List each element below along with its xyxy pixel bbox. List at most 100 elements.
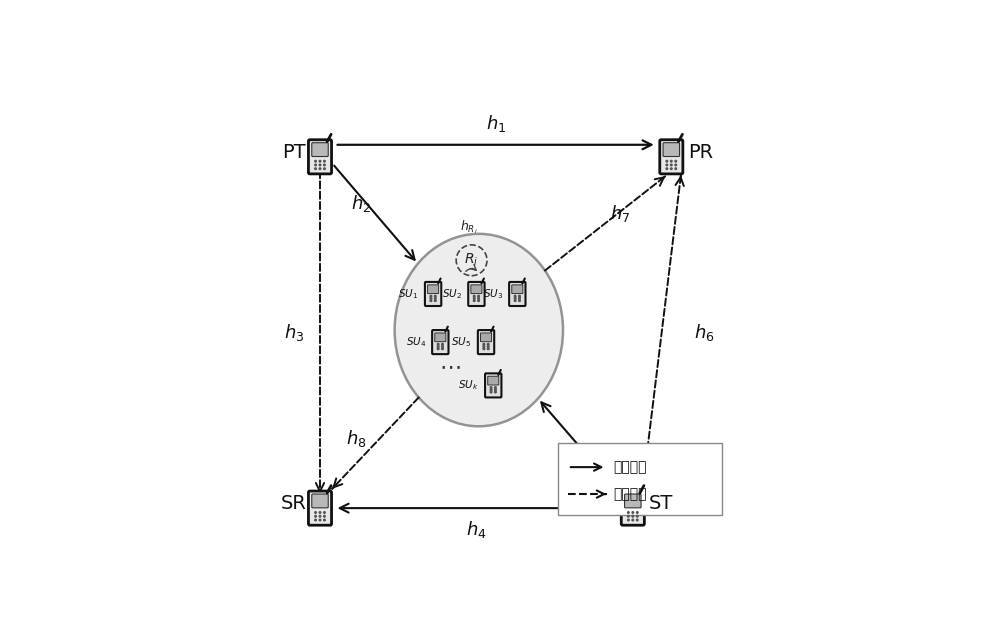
FancyBboxPatch shape: [308, 140, 332, 174]
FancyBboxPatch shape: [512, 285, 523, 294]
Circle shape: [514, 300, 516, 301]
Circle shape: [675, 161, 677, 162]
Circle shape: [666, 168, 668, 169]
Circle shape: [495, 391, 496, 393]
FancyBboxPatch shape: [488, 376, 499, 385]
Circle shape: [666, 161, 668, 162]
FancyBboxPatch shape: [663, 142, 680, 156]
Text: $SU_2$: $SU_2$: [442, 287, 462, 301]
Circle shape: [478, 296, 479, 297]
Text: $h_8$: $h_8$: [346, 428, 366, 449]
Circle shape: [490, 389, 492, 391]
FancyBboxPatch shape: [621, 491, 644, 525]
Ellipse shape: [395, 234, 563, 426]
FancyBboxPatch shape: [425, 282, 441, 306]
Circle shape: [490, 387, 492, 389]
Text: $h_7$: $h_7$: [610, 203, 630, 224]
FancyBboxPatch shape: [625, 494, 641, 508]
Circle shape: [319, 516, 321, 517]
FancyBboxPatch shape: [312, 494, 328, 508]
Circle shape: [319, 164, 321, 166]
Circle shape: [671, 161, 672, 162]
Circle shape: [473, 298, 475, 299]
FancyBboxPatch shape: [308, 491, 332, 525]
Text: PR: PR: [688, 142, 713, 161]
Text: $h_4$: $h_4$: [466, 519, 487, 540]
Circle shape: [675, 168, 677, 169]
Text: $R_i$: $R_i$: [464, 251, 479, 268]
Circle shape: [495, 389, 496, 391]
Circle shape: [519, 298, 520, 299]
Circle shape: [430, 300, 432, 301]
Circle shape: [487, 346, 489, 348]
Text: 传输链路: 传输链路: [614, 460, 647, 474]
Circle shape: [487, 348, 489, 349]
Circle shape: [434, 300, 436, 301]
Text: $h_3$: $h_3$: [284, 322, 305, 343]
Text: $h_6$: $h_6$: [694, 322, 715, 343]
Circle shape: [319, 168, 321, 169]
Circle shape: [478, 298, 479, 299]
Circle shape: [487, 344, 489, 345]
Text: $h_2$: $h_2$: [351, 194, 371, 214]
Circle shape: [473, 300, 475, 301]
Text: $SU_4$: $SU_4$: [406, 335, 426, 349]
Circle shape: [437, 346, 439, 348]
Circle shape: [442, 348, 443, 349]
Text: $SU_k$: $SU_k$: [458, 379, 479, 392]
Circle shape: [315, 164, 316, 166]
FancyBboxPatch shape: [509, 282, 525, 306]
Circle shape: [478, 300, 479, 301]
Circle shape: [315, 161, 316, 162]
Text: $h_5$: $h_5$: [591, 444, 612, 465]
Circle shape: [483, 346, 485, 348]
Text: 干扰链路: 干扰链路: [614, 487, 647, 501]
Circle shape: [514, 296, 516, 297]
Circle shape: [483, 344, 485, 345]
Circle shape: [319, 161, 321, 162]
Circle shape: [636, 512, 638, 513]
Text: $SU_5$: $SU_5$: [451, 335, 472, 349]
Circle shape: [632, 512, 634, 513]
Text: $h_{R_i}$: $h_{R_i}$: [460, 219, 478, 236]
Circle shape: [490, 391, 492, 393]
Circle shape: [324, 168, 325, 169]
Circle shape: [430, 296, 432, 297]
Circle shape: [324, 516, 325, 517]
Circle shape: [315, 519, 316, 521]
Circle shape: [636, 519, 638, 521]
Circle shape: [319, 519, 321, 521]
Circle shape: [324, 164, 325, 166]
Circle shape: [430, 298, 432, 299]
FancyBboxPatch shape: [468, 282, 485, 306]
Circle shape: [434, 298, 436, 299]
Circle shape: [483, 348, 485, 349]
Circle shape: [442, 344, 443, 345]
Text: $\cdots$: $\cdots$: [439, 356, 461, 376]
FancyBboxPatch shape: [471, 285, 482, 294]
Circle shape: [628, 512, 629, 513]
Circle shape: [636, 516, 638, 517]
Circle shape: [514, 298, 516, 299]
FancyBboxPatch shape: [485, 373, 501, 398]
Text: SR: SR: [281, 494, 306, 512]
Circle shape: [319, 512, 321, 513]
Text: PT: PT: [282, 142, 305, 161]
Circle shape: [442, 346, 443, 348]
Circle shape: [495, 387, 496, 389]
Text: $h_1$: $h_1$: [486, 113, 506, 134]
Circle shape: [632, 516, 634, 517]
Circle shape: [315, 168, 316, 169]
FancyBboxPatch shape: [478, 330, 494, 354]
Circle shape: [671, 168, 672, 169]
Circle shape: [473, 296, 475, 297]
Circle shape: [666, 164, 668, 166]
FancyBboxPatch shape: [660, 140, 683, 174]
Text: ST: ST: [649, 494, 673, 512]
Circle shape: [519, 300, 520, 301]
FancyBboxPatch shape: [312, 142, 328, 156]
Circle shape: [519, 296, 520, 297]
Circle shape: [315, 516, 316, 517]
FancyBboxPatch shape: [435, 333, 446, 342]
Circle shape: [324, 161, 325, 162]
